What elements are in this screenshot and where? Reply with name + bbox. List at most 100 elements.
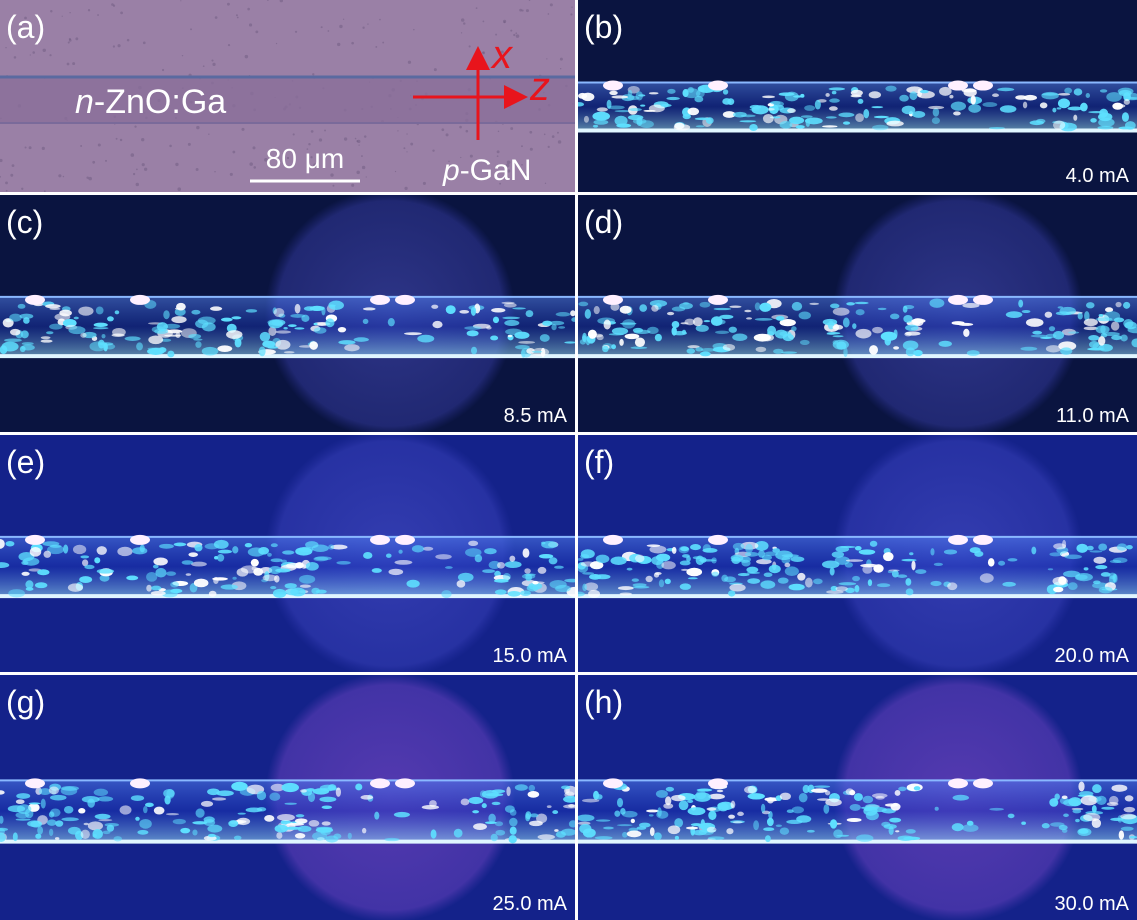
emission — [136, 342, 143, 351]
emission — [1095, 317, 1113, 322]
emission — [393, 811, 410, 818]
emission — [432, 320, 443, 329]
emission — [902, 340, 919, 351]
emission — [525, 310, 534, 318]
emission — [912, 110, 926, 118]
emission — [568, 820, 575, 828]
emission — [1007, 813, 1015, 819]
emission — [176, 302, 186, 311]
panel-label: (g) — [6, 684, 45, 720]
emission — [911, 318, 926, 324]
emission — [1056, 107, 1062, 110]
panel-label: (d) — [584, 204, 623, 240]
emission — [93, 327, 109, 330]
emission — [244, 543, 253, 548]
emission — [645, 575, 653, 583]
emission — [895, 830, 900, 833]
emission — [361, 827, 367, 834]
emission — [722, 89, 729, 95]
emission — [151, 585, 162, 591]
emission — [491, 789, 506, 794]
emission — [784, 91, 799, 102]
emission — [262, 574, 278, 582]
emission — [94, 813, 111, 820]
emission — [60, 786, 78, 796]
speck — [267, 153, 271, 157]
emission — [930, 580, 942, 587]
emission — [258, 346, 266, 357]
speck — [249, 162, 253, 166]
emission — [117, 546, 133, 557]
emission — [611, 95, 629, 99]
emission — [952, 794, 969, 801]
speck — [62, 175, 65, 178]
emission — [1106, 92, 1122, 102]
speck — [422, 181, 426, 185]
speck — [24, 16, 27, 20]
emission — [897, 835, 914, 841]
speck — [292, 133, 295, 136]
emission — [719, 314, 734, 320]
emission — [754, 540, 769, 551]
panel-label: (a) — [6, 9, 45, 45]
emission — [1057, 306, 1064, 309]
emission — [1116, 543, 1128, 551]
panel: n-ZnO:Ga 80 μm xz p-GaN (a) — [0, 0, 575, 192]
emission — [1015, 95, 1027, 100]
emission — [626, 830, 642, 838]
emission — [561, 785, 571, 790]
emission — [855, 113, 864, 123]
emission — [319, 796, 337, 803]
hotspot — [973, 534, 993, 545]
emission — [1111, 784, 1128, 792]
emission — [232, 576, 237, 580]
emission — [49, 544, 62, 548]
emission — [665, 786, 675, 792]
emission — [355, 783, 363, 791]
emission — [374, 811, 380, 820]
emission — [595, 794, 603, 800]
speck — [134, 125, 137, 128]
emission — [760, 580, 776, 589]
emission — [626, 567, 633, 571]
emission — [913, 786, 921, 791]
emission — [314, 556, 332, 561]
emission — [1083, 318, 1098, 327]
emission — [217, 549, 232, 554]
emission — [905, 331, 921, 336]
speck — [351, 183, 355, 187]
emission — [94, 557, 101, 564]
speck — [267, 0, 269, 1]
emission — [933, 562, 943, 566]
emission — [962, 824, 979, 832]
emission — [607, 105, 625, 110]
emission — [745, 543, 753, 554]
emission — [772, 548, 781, 553]
emission — [270, 586, 277, 590]
emission — [464, 326, 482, 330]
emission — [1087, 347, 1105, 351]
speck — [465, 129, 469, 133]
speck — [404, 186, 408, 190]
emission — [1098, 543, 1108, 551]
emission — [63, 544, 69, 554]
emission — [999, 105, 1017, 113]
emission — [63, 805, 74, 814]
speck — [212, 62, 216, 66]
emission — [231, 781, 248, 792]
emission — [210, 306, 223, 311]
emission — [1098, 586, 1113, 594]
emission — [362, 318, 369, 325]
emission — [631, 578, 640, 582]
speck — [190, 28, 193, 31]
emission — [113, 836, 122, 842]
emission — [353, 337, 369, 342]
emission — [635, 554, 645, 563]
speck — [547, 13, 550, 15]
speck — [24, 146, 27, 149]
emission — [213, 539, 229, 549]
emission — [700, 347, 716, 352]
speck — [397, 130, 399, 132]
emission — [722, 343, 736, 351]
